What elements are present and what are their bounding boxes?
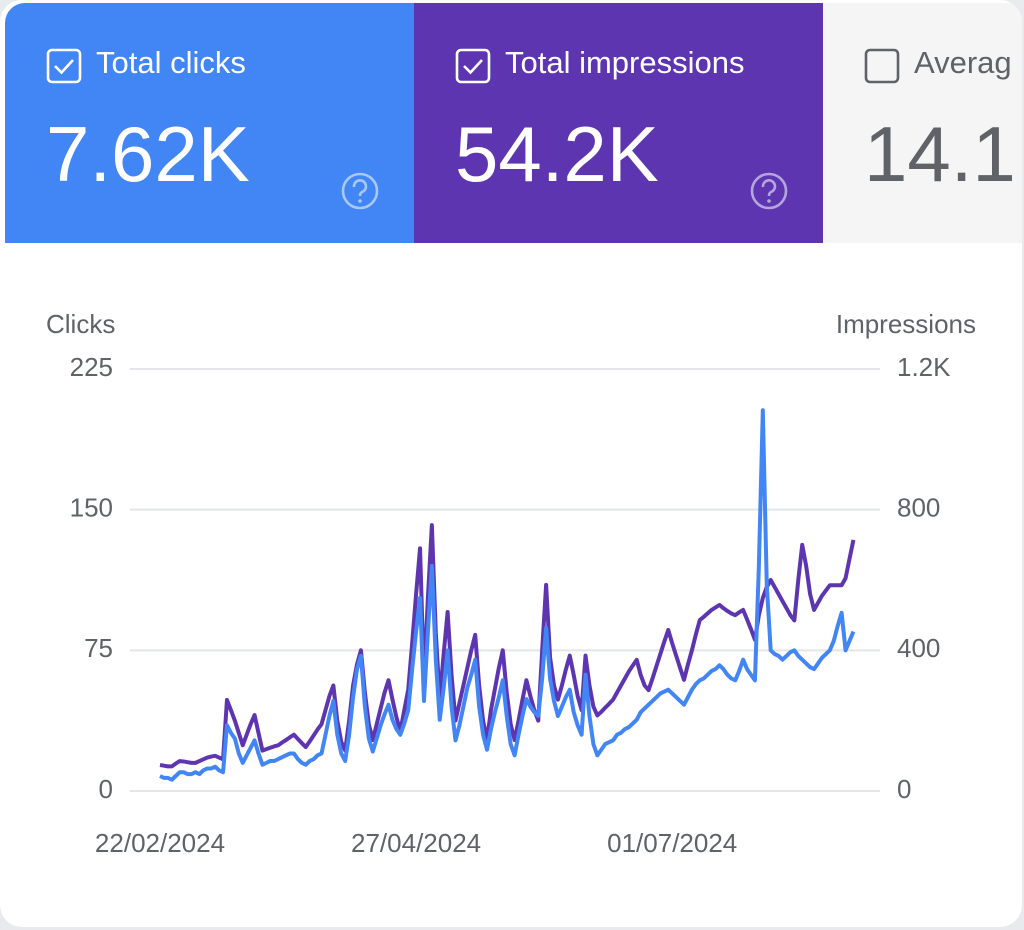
checkmark (463, 59, 483, 75)
help-circle (750, 172, 788, 210)
checkmark (54, 59, 74, 75)
metric-label: Averag (914, 45, 1012, 80)
checkbox (455, 48, 491, 84)
metric-label: Total impressions (505, 45, 745, 80)
help-icon (341, 172, 379, 210)
checkbox-box (864, 48, 900, 84)
y2-tick-label: 400 (897, 633, 940, 663)
metric-value: 7.62K (46, 110, 250, 198)
metric-card[interactable]: Total clicks 7.62K (5, 3, 414, 243)
y-tick-label: 150 (70, 493, 113, 523)
y2-tick-label: 800 (897, 493, 940, 523)
metric-card[interactable]: Averag 14.1 (823, 3, 1022, 243)
x-tick-label: 27/04/2024 (351, 828, 481, 858)
metric-label: Total clicks (96, 45, 246, 80)
help-dot (767, 199, 771, 203)
metric-value: 14.1 (864, 110, 1016, 198)
help-icon (750, 172, 788, 210)
checkbox (46, 48, 82, 84)
y2-tick-label: 0 (897, 774, 911, 804)
checkbox-box (46, 48, 82, 84)
help-circle (341, 172, 379, 210)
y-axis-title: Clicks (46, 309, 115, 339)
checkbox (864, 48, 900, 84)
x-tick-label: 01/07/2024 (607, 828, 737, 858)
help-mark (352, 179, 368, 197)
metric-card[interactable]: Total impressions 54.2K (414, 3, 823, 243)
y-tick-label: 225 (70, 352, 113, 382)
checkbox-box (455, 48, 491, 84)
x-tick-label: 22/02/2024 (95, 828, 225, 858)
y2-axis-title: Impressions (836, 309, 976, 339)
help-dot (358, 199, 362, 203)
help-mark (761, 179, 777, 197)
y2-tick-label: 1.2K (897, 352, 951, 382)
series-line (159, 523, 856, 769)
series-line (159, 408, 856, 782)
y-tick-label: 75 (84, 633, 113, 663)
y-tick-label: 0 (99, 774, 113, 804)
metric-value: 54.2K (455, 110, 659, 198)
